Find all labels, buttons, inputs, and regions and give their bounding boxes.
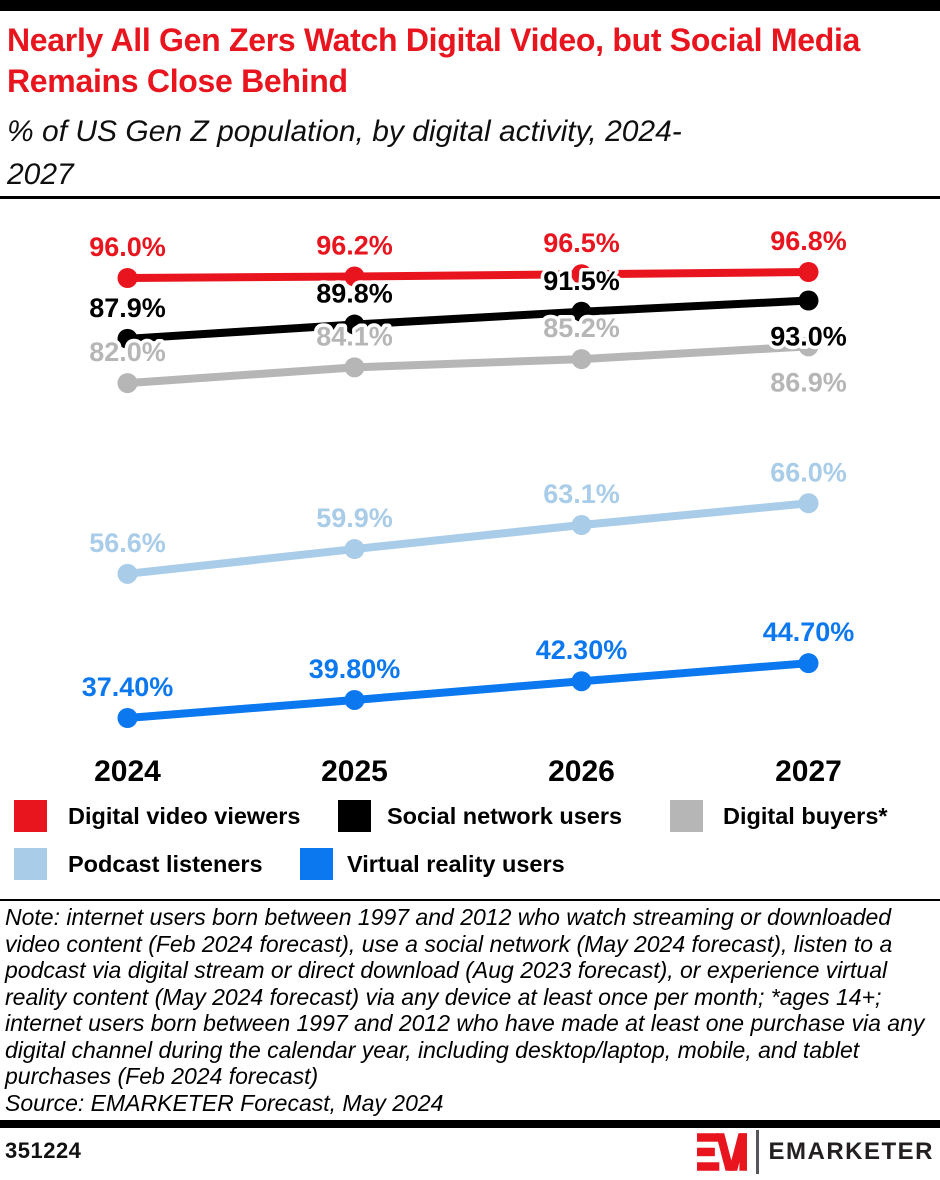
data-label: 86.9% [770, 367, 847, 397]
data-label: 85.2% [543, 313, 620, 343]
x-axis-label: 2024 [94, 755, 161, 788]
emarketer-monogram-icon [696, 1133, 747, 1171]
chart-note: Note: internet users born between 1997 a… [5, 904, 933, 1116]
legend-swatch [300, 848, 333, 880]
legend-swatch [14, 800, 47, 832]
chart-id: 351224 [5, 1138, 82, 1163]
chart-point [344, 689, 365, 710]
top-black-bar [0, 0, 940, 11]
chart-point [344, 539, 365, 560]
chart-point [571, 349, 592, 370]
source-text: Source: EMARKETER Forecast, May 2024 [5, 1089, 444, 1116]
chart-point [571, 671, 592, 692]
chart-point [571, 264, 592, 285]
chart-point [571, 515, 592, 536]
footer-black-bar [0, 1120, 940, 1128]
data-label: 59.9% [316, 503, 393, 533]
data-label: 42.30% [536, 635, 628, 665]
chart-point [798, 653, 819, 674]
x-axis-label: 2026 [548, 755, 615, 788]
legend-swatch [338, 800, 371, 832]
data-label: 84.1% [316, 321, 393, 351]
data-label: 96.0% [89, 232, 166, 262]
chart-point [798, 336, 819, 357]
chart-point [798, 261, 819, 282]
chart-point [571, 301, 592, 322]
chart-line [127, 296, 809, 343]
legend-swatch [14, 848, 47, 880]
header-divider [0, 196, 940, 199]
chart-point [117, 373, 138, 394]
note-text: Note: internet users born between 1997 a… [5, 904, 925, 1089]
data-label: 44.70% [763, 617, 855, 647]
data-label: 89.8% [316, 279, 393, 309]
chart-point [344, 314, 365, 335]
emarketer-logo: EMARKETER [696, 1128, 934, 1176]
x-axis-label: 2025 [321, 755, 388, 788]
chart-line [127, 342, 809, 388]
legend-label: Virtual reality users [347, 851, 565, 877]
logo-divider [755, 1130, 760, 1174]
note-divider [0, 899, 940, 901]
chart-title: Nearly All Gen Zers Watch Digital Video,… [7, 22, 861, 99]
data-label: 63.1% [543, 479, 620, 509]
data-label: 39.80% [309, 654, 401, 684]
chart-point [117, 268, 138, 288]
brand-name: EMARKETER [768, 1138, 934, 1165]
chart-point [798, 290, 819, 311]
data-label: 66.0% [770, 457, 847, 487]
data-label: 96.2% [316, 230, 393, 260]
chart-subtitle: % of US Gen Z population, by digital act… [7, 115, 682, 191]
data-label: 87.9% [89, 293, 166, 323]
x-axis-label: 2027 [775, 755, 842, 788]
chart-line [127, 267, 809, 282]
legend-label: Social network users [387, 803, 623, 829]
chart-line [127, 499, 809, 578]
data-label: 96.8% [770, 226, 847, 256]
legend-label: Podcast listeners [68, 851, 263, 877]
data-label: 82.0% [89, 337, 166, 367]
chart-line [127, 659, 809, 722]
line-chart: 96.0% 96.2% 96.5% 96.8% 87.9% 89.8% 91.5% 93.0%… [0, 200, 940, 800]
chart-point [117, 707, 138, 728]
chart-point [344, 357, 365, 378]
data-label: 56.6% [89, 528, 166, 558]
chart-point [117, 563, 138, 584]
legend-label: Digital video viewers [68, 803, 301, 829]
line-chart-svg: 96.0% 96.2% 96.5% 96.8% 87.9% 89.8% 91.5% 93.0%… [78, 222, 858, 788]
data-label: 91.5% [543, 266, 620, 296]
chart-point [117, 328, 138, 349]
legend-label: Digital buyers* [723, 803, 888, 829]
data-label: 93.0% [770, 322, 847, 352]
chart-point [344, 266, 365, 287]
chart-point [798, 493, 819, 514]
data-label: 37.40% [82, 672, 174, 702]
data-label: 96.5% [543, 228, 620, 258]
legend-swatch [670, 800, 703, 832]
